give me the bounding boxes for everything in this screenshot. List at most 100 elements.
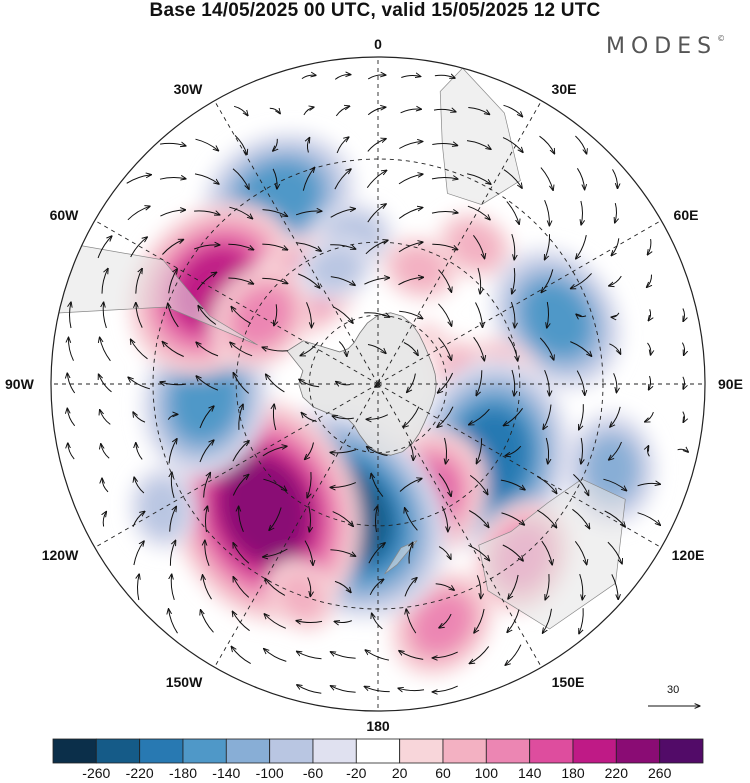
wind-arrow [648, 309, 650, 320]
anomaly-contour [393, 246, 447, 291]
wind-arrow [502, 544, 523, 561]
wind-arrow [544, 370, 550, 396]
wind-arrow [203, 575, 212, 600]
wind-arrow [264, 649, 287, 662]
wind-arrow [544, 200, 550, 226]
wind-arrow [570, 273, 592, 288]
wind-arrow [579, 608, 584, 634]
wind-arrow [233, 105, 248, 115]
wind-arrow [263, 478, 286, 491]
anomaly-contour [232, 287, 291, 347]
wind-arrow [232, 168, 249, 190]
wind-arrow [269, 108, 280, 113]
wind-arrow [683, 376, 685, 389]
wind-arrow [579, 404, 584, 430]
wind-arrow [274, 304, 277, 325]
wind-arrow [570, 341, 591, 357]
wind-arrow [205, 540, 210, 566]
wind-arrow [434, 75, 455, 78]
wind-arrow [330, 482, 356, 488]
wind-arrow [398, 277, 424, 286]
wind-arrow [135, 268, 142, 294]
wind-arrow [228, 243, 253, 250]
wind-arrow [330, 686, 356, 693]
colorbar-tick-label: -20 [346, 765, 367, 781]
wind-arrow [233, 577, 250, 598]
wind-arrow [432, 651, 458, 658]
wind-arrow [502, 137, 523, 153]
wind-arrow [305, 442, 314, 460]
wind-arrow [677, 449, 689, 452]
wind-arrow [647, 342, 651, 355]
colorbar-swatch [182, 738, 227, 764]
wind-arrow [169, 609, 178, 634]
wind-arrow [205, 506, 207, 533]
anomaly-contour [171, 358, 239, 441]
wind-arrow [199, 406, 214, 429]
wind-arrow [306, 302, 312, 327]
wind-arrow [603, 478, 626, 491]
wind-arrow [232, 441, 249, 462]
wind-arrow [367, 75, 386, 80]
wind-arrow [399, 479, 422, 492]
wind-arrow [506, 201, 519, 225]
wind-arrow [196, 376, 219, 391]
wind-arrow [273, 138, 278, 151]
colorbar-tick-label: 100 [474, 765, 498, 781]
wind-arrow [501, 512, 525, 525]
wind-arrow [503, 104, 523, 116]
wind-arrow [637, 483, 661, 487]
wind-arrow [168, 269, 178, 294]
wind-arrow [300, 341, 319, 355]
wind-arrow [101, 268, 108, 294]
wind-arrow [126, 175, 152, 184]
wind-arrow [263, 548, 288, 557]
wind-arrow [303, 107, 314, 116]
wind-arrow [203, 473, 211, 498]
wind-arrow [304, 540, 313, 566]
wind-arrow [194, 211, 220, 215]
wind-arrow [368, 543, 385, 564]
wind-arrow [167, 414, 178, 420]
wind-arrow [330, 652, 356, 659]
wind-arrow [168, 439, 177, 464]
wind-arrow [330, 209, 356, 218]
colorbar-swatch [52, 738, 97, 764]
wind-arrow [297, 651, 322, 660]
wind-arrow [541, 540, 552, 565]
wind-arrow [474, 608, 485, 633]
wind-arrow [364, 686, 390, 693]
colorbar-tick-label: -220 [125, 765, 154, 781]
colorbar-swatch [529, 738, 574, 764]
wind-arrow [100, 410, 111, 425]
vector-scale-label: 30 [667, 684, 680, 696]
wind-arrow [371, 473, 384, 497]
wind-arrow [539, 337, 554, 360]
wind-arrow [196, 342, 219, 357]
wind-arrow [171, 574, 175, 601]
wind-arrow [367, 107, 386, 116]
colorbar-tick-label: 260 [648, 765, 672, 781]
wind-arrow [367, 204, 386, 223]
wind-arrow [367, 344, 386, 354]
wind-arrow [547, 301, 549, 328]
wind-arrow [297, 273, 320, 288]
wind-arrow [301, 75, 316, 80]
wind-arrow [637, 512, 661, 526]
meridian-line [377, 100, 542, 385]
wind-arrow [539, 135, 555, 154]
wind-arrow [367, 139, 386, 152]
wind-arrow [408, 441, 413, 461]
wind-arrow [366, 414, 389, 420]
wind-arrow [70, 302, 72, 329]
wind-arrow [469, 474, 488, 494]
lon-label-60w: 60W [49, 207, 79, 223]
wind-arrow [505, 644, 522, 666]
wind-arrow [405, 508, 418, 531]
wind-arrow [232, 611, 250, 632]
wind-arrow [367, 447, 388, 456]
wind-arrow [195, 138, 219, 151]
parallel-line [152, 158, 604, 610]
wind-arrow [364, 278, 389, 285]
colorbar-tick-label: 180 [561, 765, 585, 781]
